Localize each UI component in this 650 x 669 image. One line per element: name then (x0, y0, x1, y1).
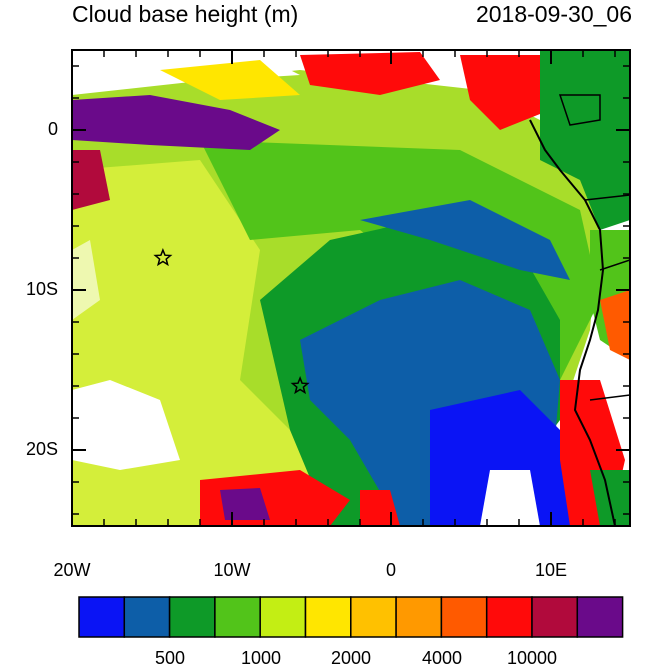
colorbar-box (304, 596, 352, 638)
colorbar-box (485, 596, 533, 638)
star-icon (290, 375, 310, 395)
x-tick-label-20w: 20W (53, 560, 91, 580)
map-frame (71, 49, 631, 527)
colorbar-box (214, 596, 261, 638)
colorbar-box (395, 596, 443, 638)
x-tick-label-10w: 10W (213, 560, 251, 580)
colorbar-label-1000: 1000 (240, 648, 282, 668)
y-tick-label-10s: 10S (25, 279, 58, 299)
star-icon (153, 247, 173, 267)
colorbar-label-10000: 10000 (506, 648, 558, 668)
station-markers (153, 247, 310, 395)
y-tick-label-0: 0 (47, 119, 58, 139)
colorbar-label-4000: 4000 (421, 648, 463, 668)
y-tick-label-20s: 20S (25, 439, 58, 459)
axis-ticks (72, 50, 630, 526)
colorbar-label-2000: 2000 (330, 648, 372, 668)
colorbar-box (531, 596, 579, 638)
minor-ticks (72, 50, 630, 526)
colorbar-box (576, 596, 624, 638)
colorbar-box (259, 596, 307, 638)
map-timestamp: 2018-09-30_06 (475, 1, 632, 27)
colorbar-box (123, 596, 171, 638)
colorbar-box (350, 596, 397, 638)
x-tick-label-10e: 10E (534, 560, 568, 580)
colorbar-box (168, 596, 216, 638)
colorbar-box (440, 596, 488, 638)
colorbar-label-500: 500 (154, 648, 186, 668)
colorbar (78, 596, 624, 638)
colorbar-box (78, 596, 126, 638)
cloud-field (72, 50, 630, 526)
map-title: Cloud base height (m) (72, 1, 299, 27)
x-tick-label-0: 0 (385, 560, 396, 580)
